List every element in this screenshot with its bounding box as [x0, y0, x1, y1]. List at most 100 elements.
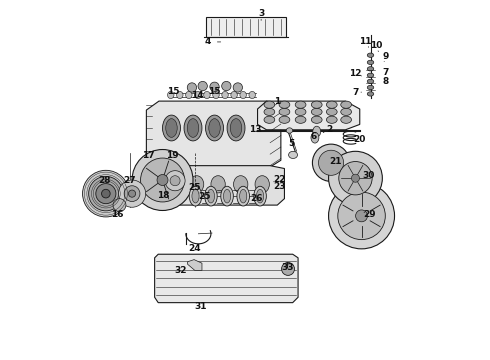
Circle shape: [187, 83, 196, 92]
Ellipse shape: [264, 108, 275, 116]
Circle shape: [338, 192, 385, 240]
Ellipse shape: [295, 101, 306, 108]
Circle shape: [113, 199, 126, 212]
Text: 33: 33: [281, 264, 294, 273]
Text: 30: 30: [363, 171, 375, 180]
Text: 19: 19: [166, 151, 179, 160]
Ellipse shape: [230, 119, 242, 137]
Text: 18: 18: [157, 190, 170, 199]
Text: 8: 8: [383, 77, 389, 86]
Text: 31: 31: [194, 302, 206, 311]
Ellipse shape: [295, 108, 306, 116]
Ellipse shape: [368, 92, 374, 96]
Text: 28: 28: [98, 176, 111, 185]
Ellipse shape: [163, 115, 180, 141]
Text: 20: 20: [354, 135, 366, 144]
Ellipse shape: [368, 67, 374, 71]
Circle shape: [132, 149, 193, 211]
Ellipse shape: [237, 186, 249, 206]
Text: 29: 29: [364, 210, 376, 219]
Ellipse shape: [176, 91, 183, 99]
Text: 23: 23: [273, 182, 285, 191]
Ellipse shape: [221, 186, 233, 206]
Text: 26: 26: [250, 194, 263, 203]
Ellipse shape: [279, 101, 290, 108]
Text: 25: 25: [198, 192, 211, 201]
Polygon shape: [188, 260, 202, 270]
Polygon shape: [147, 166, 285, 205]
Text: 16: 16: [111, 210, 124, 219]
Circle shape: [351, 174, 360, 182]
Ellipse shape: [187, 119, 199, 137]
Ellipse shape: [184, 115, 202, 141]
Text: 14: 14: [192, 91, 204, 100]
Polygon shape: [147, 101, 281, 169]
Ellipse shape: [168, 91, 174, 99]
Ellipse shape: [341, 108, 351, 116]
Circle shape: [141, 158, 184, 202]
Circle shape: [89, 176, 123, 211]
Ellipse shape: [311, 108, 322, 116]
Ellipse shape: [341, 116, 351, 123]
Ellipse shape: [311, 101, 322, 108]
Ellipse shape: [166, 119, 177, 137]
Polygon shape: [155, 254, 298, 303]
Ellipse shape: [205, 186, 217, 206]
Text: 21: 21: [329, 157, 342, 166]
Ellipse shape: [264, 101, 275, 108]
Circle shape: [329, 151, 382, 205]
Ellipse shape: [254, 186, 267, 206]
Ellipse shape: [326, 101, 337, 108]
Ellipse shape: [240, 91, 246, 99]
Ellipse shape: [204, 91, 210, 99]
Ellipse shape: [168, 176, 182, 193]
Ellipse shape: [209, 119, 221, 137]
Text: 7: 7: [352, 87, 359, 96]
Circle shape: [282, 262, 294, 275]
Text: 7: 7: [382, 68, 389, 77]
Ellipse shape: [286, 128, 293, 133]
Text: 24: 24: [188, 244, 200, 253]
Text: 27: 27: [123, 176, 136, 185]
Ellipse shape: [189, 186, 202, 206]
Text: 6: 6: [310, 132, 316, 141]
Ellipse shape: [279, 108, 290, 116]
Ellipse shape: [234, 176, 248, 193]
Ellipse shape: [289, 151, 297, 158]
Ellipse shape: [326, 116, 337, 123]
Circle shape: [313, 144, 350, 181]
Ellipse shape: [207, 189, 215, 203]
Ellipse shape: [368, 60, 374, 64]
Ellipse shape: [368, 53, 374, 57]
Ellipse shape: [186, 91, 192, 99]
Ellipse shape: [205, 115, 223, 141]
Text: 13: 13: [249, 125, 261, 134]
Text: 22: 22: [273, 175, 285, 184]
Ellipse shape: [190, 176, 204, 193]
Text: 10: 10: [370, 41, 382, 50]
Text: 17: 17: [142, 151, 154, 160]
Circle shape: [329, 183, 394, 249]
Ellipse shape: [192, 189, 199, 203]
Circle shape: [318, 150, 343, 175]
Circle shape: [170, 176, 180, 186]
Ellipse shape: [368, 85, 374, 90]
Circle shape: [339, 162, 372, 195]
Text: 3: 3: [258, 9, 264, 18]
Text: 2: 2: [326, 125, 332, 134]
Ellipse shape: [211, 176, 225, 193]
Circle shape: [210, 82, 219, 91]
Ellipse shape: [368, 79, 374, 84]
Ellipse shape: [227, 115, 245, 141]
Text: 9: 9: [382, 52, 389, 61]
Ellipse shape: [222, 91, 228, 99]
Text: 25: 25: [189, 183, 201, 192]
Polygon shape: [258, 101, 360, 130]
Circle shape: [128, 190, 136, 197]
Circle shape: [165, 171, 185, 191]
Ellipse shape: [326, 108, 337, 116]
Ellipse shape: [313, 126, 320, 137]
Circle shape: [198, 81, 207, 91]
Text: 15: 15: [167, 86, 179, 95]
Circle shape: [233, 83, 243, 92]
